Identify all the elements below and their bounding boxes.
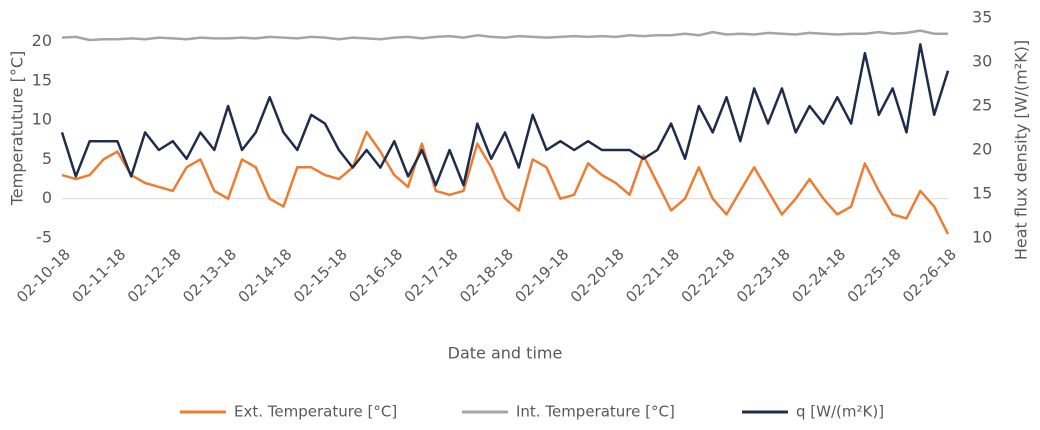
series-line [61, 130, 950, 235]
x-tick-label: 02-25-18 [844, 245, 905, 306]
y-tick-label: 0 [42, 188, 52, 207]
x-tick-label: 02-21-18 [622, 245, 683, 306]
legend-label: q [W/(m²K)] [796, 403, 884, 421]
y2-axis-title: Heat flux density [W/(m²K)] [1012, 40, 1031, 260]
series-line [60, 43, 950, 187]
x-tick-label: 02-13-18 [179, 245, 240, 306]
x-tick-label: 02-11-18 [69, 245, 130, 306]
y2-tick-label: 30 [972, 52, 992, 71]
y2-tick-label: 20 [972, 140, 992, 159]
y-tick-label: 15 [32, 70, 52, 89]
x-tick-label: 02-16-18 [345, 245, 406, 306]
x-tick-label: 02-15-18 [290, 245, 351, 306]
legend-label: Int. Temperature [°C] [516, 403, 675, 421]
legend-label: Ext. Temperature [°C] [234, 403, 397, 421]
y2-tick-label: 15 [972, 184, 992, 203]
x-tick-label: 02-19-18 [512, 245, 573, 306]
x-tick-label: 02-10-18 [13, 245, 74, 306]
x-tick-label: 02-20-18 [567, 245, 628, 306]
x-tick-label: 02-22-18 [678, 245, 739, 306]
x-tick-label: 02-14-18 [235, 245, 296, 306]
x-tick-label: 02-18-18 [456, 245, 517, 306]
x-tick-label: 02-24-18 [788, 245, 849, 306]
x-tick-label: 02-26-18 [899, 245, 960, 306]
y2-tick-label: 35 [972, 8, 992, 27]
x-axis-title: Date and time [448, 344, 563, 363]
y2-tick-label: 25 [972, 96, 992, 115]
y-axis-title: Temperatuture [°C] [8, 51, 27, 207]
y-tick-label: 5 [42, 149, 52, 168]
y-tick-label: -5 [36, 228, 52, 247]
y-tick-label: 10 [32, 110, 52, 129]
x-tick-label: 02-17-18 [401, 245, 462, 306]
x-tick-label: 02-23-18 [733, 245, 794, 306]
x-tick-label: 02-12-18 [124, 245, 185, 306]
y2-tick-label: 10 [972, 228, 992, 247]
y-tick-label: 20 [32, 31, 52, 50]
series-line [61, 29, 948, 42]
